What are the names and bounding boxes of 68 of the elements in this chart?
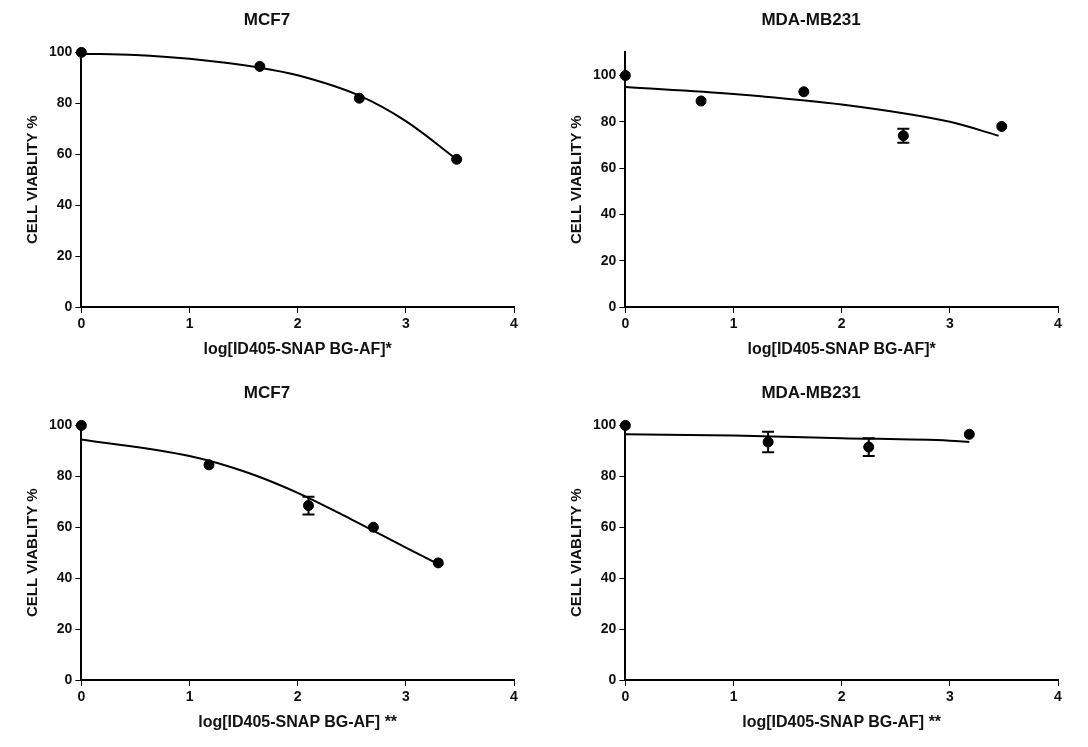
point <box>254 60 266 72</box>
point <box>996 120 1008 132</box>
x-tick-label: 2 <box>293 688 302 705</box>
point <box>432 557 444 569</box>
y-tick-label: 100 <box>49 43 73 60</box>
x-axis-title: log[ID405-SNAP BG-AF]* <box>747 339 937 357</box>
x-tick-label: 3 <box>945 315 954 332</box>
x-tick-label: 3 <box>945 688 954 705</box>
y-tick-label: 100 <box>593 66 617 83</box>
y-tick-label: 20 <box>600 619 617 636</box>
x-tick-label: 3 <box>401 315 410 332</box>
y-tick-label: 60 <box>600 158 617 175</box>
chart-title: MDA-MB231 <box>761 382 861 402</box>
y-tick-label: 40 <box>600 569 617 586</box>
y-tick-label: 0 <box>64 670 73 687</box>
y-tick-label: 80 <box>56 94 73 111</box>
chart-title: MCF7 <box>243 382 291 402</box>
x-axis-title: log[ID405-SNAP BG-AF] ** <box>742 712 942 730</box>
x-tick-label: 1 <box>185 688 194 705</box>
x-tick-label: 4 <box>510 315 519 332</box>
chart-title: MCF7 <box>243 9 291 29</box>
y-axis-title: CELL VIABLITY % <box>567 115 585 245</box>
y-tick-label: 80 <box>600 467 617 484</box>
y-tick-label: 0 <box>608 297 617 314</box>
y-tick-label: 60 <box>56 145 73 162</box>
point <box>619 70 631 82</box>
y-tick-label: 0 <box>64 297 73 314</box>
y-tick-label: 40 <box>56 569 73 586</box>
point <box>75 46 87 58</box>
x-tick-label: 2 <box>293 315 302 332</box>
point <box>203 459 215 471</box>
x-tick-label: 1 <box>729 688 738 705</box>
x-tick-label: 1 <box>185 315 194 332</box>
point <box>451 153 463 165</box>
point <box>75 419 87 431</box>
y-tick-label: 80 <box>600 112 617 129</box>
x-tick-label: 1 <box>729 315 738 332</box>
y-axis-title: CELL VIABLITY % <box>567 488 585 618</box>
x-tick-label: 0 <box>77 688 86 705</box>
x-tick-label: 4 <box>510 688 519 705</box>
x-axis-title: log[ID405-SNAP BG-AF] ** <box>198 712 398 730</box>
y-tick-label: 20 <box>56 619 73 636</box>
x-tick-label: 4 <box>1054 315 1063 332</box>
y-tick-label: 100 <box>49 416 73 433</box>
y-axis-title: CELL VIABLITY % <box>23 115 41 245</box>
x-tick-label: 2 <box>837 315 846 332</box>
x-axis-title: log[ID405-SNAP BG-AF]* <box>203 339 393 357</box>
point <box>695 95 707 107</box>
y-tick-label: 100 <box>593 416 617 433</box>
y-tick-label: 20 <box>56 246 73 263</box>
y-axis-title: CELL VIABLITY % <box>23 488 41 618</box>
y-tick-label: 20 <box>600 251 617 268</box>
point <box>367 521 379 533</box>
point <box>353 92 365 104</box>
x-tick-label: 0 <box>621 315 630 332</box>
x-tick-label: 2 <box>837 688 846 705</box>
point <box>798 86 810 98</box>
x-tick-label: 0 <box>77 315 86 332</box>
y-tick-label: 0 <box>608 670 617 687</box>
x-tick-label: 0 <box>621 688 630 705</box>
y-tick-label: 80 <box>56 467 73 484</box>
chart-title: MDA-MB231 <box>761 9 861 29</box>
y-tick-label: 40 <box>600 205 617 222</box>
x-tick-label: 3 <box>401 688 410 705</box>
y-tick-label: 60 <box>56 518 73 535</box>
y-tick-label: 60 <box>600 518 617 535</box>
x-tick-label: 4 <box>1054 688 1063 705</box>
y-tick-label: 40 <box>56 196 73 213</box>
